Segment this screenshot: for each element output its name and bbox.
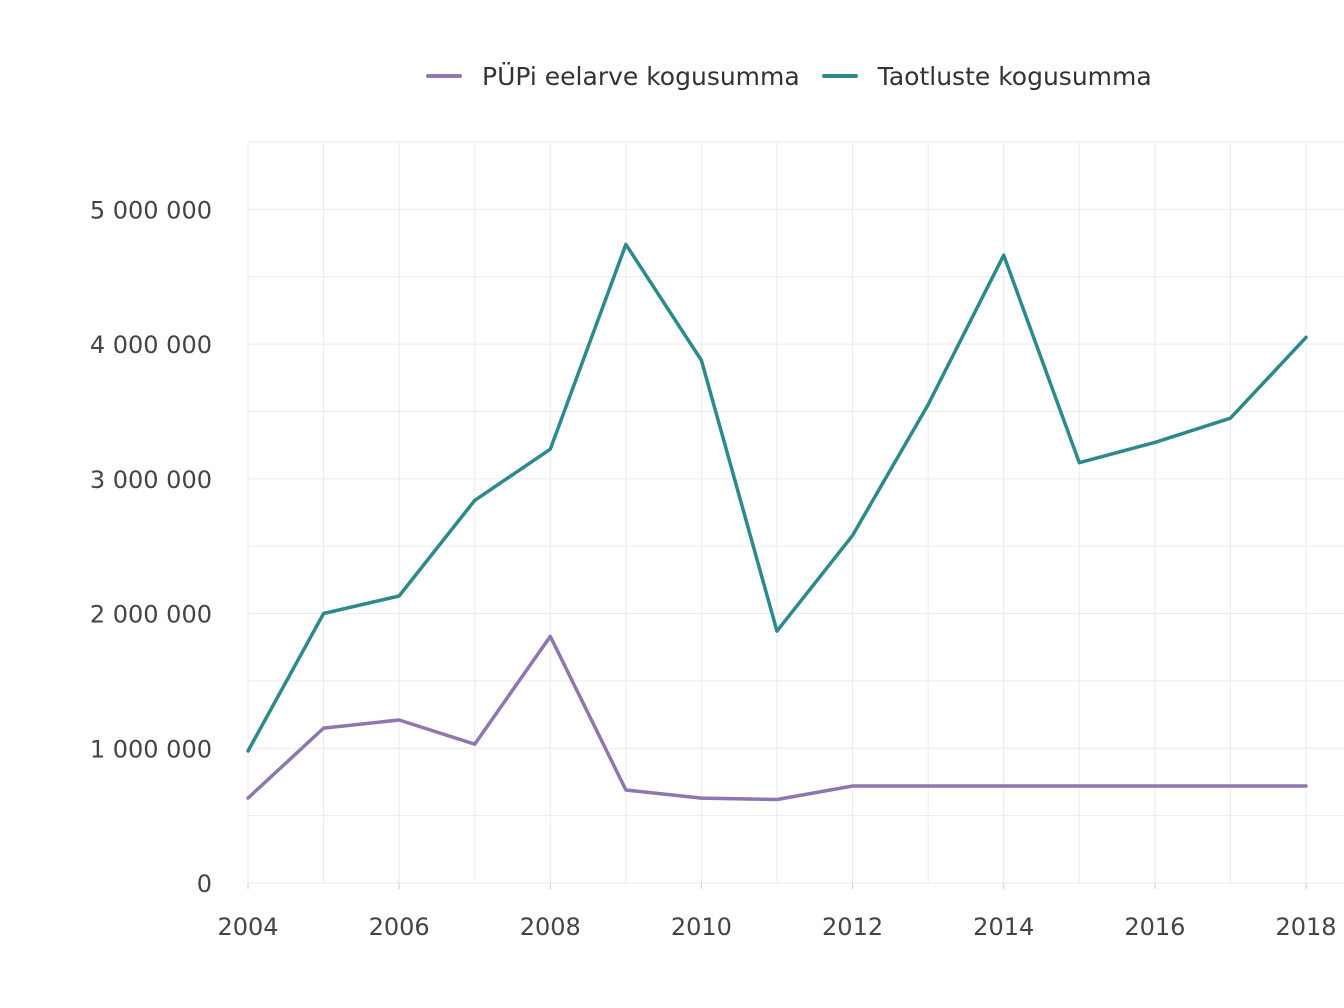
legend-swatch-applications [821, 74, 858, 78]
x-tick-label: 2006 [369, 913, 430, 941]
chart-legend: PÜPi eelarve kogusumma Taotluste kogusum… [426, 58, 1174, 94]
x-tick-label: 2016 [1124, 913, 1185, 941]
series-line-budget [246, 634, 1308, 802]
axes: 0 1 000 000 2 000 000 3 000 000 4 000 000 5 0… [90, 196, 1337, 941]
x-tick-label: 2012 [822, 913, 883, 941]
x-tick-label: 2004 [217, 913, 278, 941]
series-lines [246, 242, 1308, 802]
x-tick-label: 2018 [1275, 913, 1336, 941]
y-tick-label: 3 000 000 [90, 466, 212, 494]
y-tick-label: 5 000 000 [90, 196, 212, 224]
series-line-applications [246, 242, 1308, 753]
y-tick-label: 1 000 000 [90, 735, 212, 763]
x-tick-label: 2014 [973, 913, 1034, 941]
y-tick-label: 0 [197, 870, 212, 898]
legend-item-budget: PÜPi eelarve kogusumma [426, 62, 800, 91]
legend-swatch-budget [426, 74, 462, 78]
x-tick-label: 2008 [520, 913, 581, 941]
y-tick-label: 4 000 000 [90, 331, 212, 359]
y-tick-label: 2 000 000 [90, 601, 212, 629]
legend-item-applications: Taotluste kogusumma [821, 61, 1152, 91]
x-tick-label: 2010 [671, 913, 732, 941]
legend-label-budget: PÜPi eelarve kogusumma [482, 61, 800, 91]
grid-lines [247, 141, 1344, 884]
legend-label-applications: Taotluste kogusumma [877, 61, 1152, 91]
